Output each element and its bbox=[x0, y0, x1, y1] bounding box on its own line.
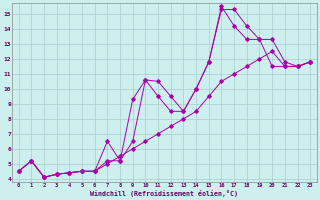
X-axis label: Windchill (Refroidissement éolien,°C): Windchill (Refroidissement éolien,°C) bbox=[91, 190, 238, 197]
